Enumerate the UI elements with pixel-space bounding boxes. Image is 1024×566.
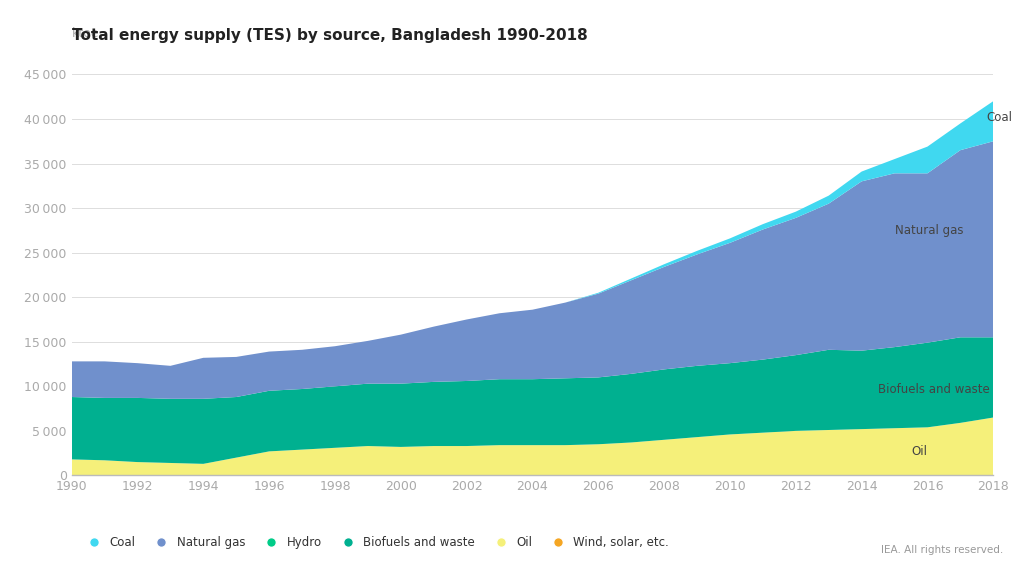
Text: Coal: Coal [987, 111, 1013, 124]
Text: ktoe: ktoe [72, 27, 99, 40]
Text: Total energy supply (TES) by source, Bangladesh 1990-2018: Total energy supply (TES) by source, Ban… [72, 28, 588, 43]
Text: IEA. All rights reserved.: IEA. All rights reserved. [882, 544, 1004, 555]
Legend: Coal, Natural gas, Hydro, Biofuels and waste, Oil, Wind, solar, etc.: Coal, Natural gas, Hydro, Biofuels and w… [78, 531, 674, 554]
Text: Biofuels and waste: Biofuels and waste [878, 383, 990, 396]
Text: Natural gas: Natural gas [895, 224, 963, 237]
Text: Oil: Oil [911, 445, 927, 458]
